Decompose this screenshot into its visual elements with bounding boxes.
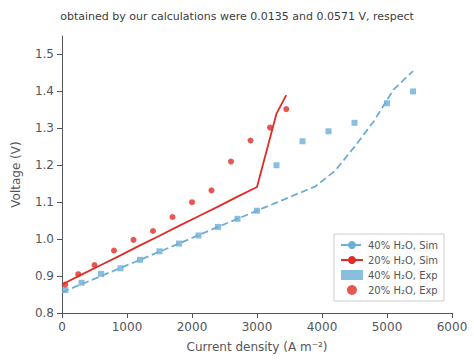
svg-text:1000: 1000 [112, 320, 143, 334]
svg-text:1.1: 1.1 [35, 195, 54, 209]
svg-text:0.9: 0.9 [35, 269, 54, 283]
svg-text:6000: 6000 [437, 320, 468, 334]
svg-text:Current density (A m⁻²): Current density (A m⁻²) [187, 340, 328, 354]
svg-text:2000: 2000 [177, 320, 208, 334]
svg-text:3000: 3000 [242, 320, 273, 334]
svg-text:5000: 5000 [372, 320, 403, 334]
svg-text:Voltage (V): Voltage (V) [9, 141, 23, 207]
svg-text:1.4: 1.4 [35, 84, 54, 98]
svg-text:1.0: 1.0 [35, 232, 54, 246]
svg-text:1.2: 1.2 [35, 158, 54, 172]
svg-text:1.3: 1.3 [35, 121, 54, 135]
svg-text:20% H₂O, Exp: 20% H₂O, Exp [368, 285, 438, 296]
svg-text:0.8: 0.8 [35, 306, 54, 320]
svg-text:40% H₂O, Sim: 40% H₂O, Sim [368, 240, 438, 251]
svg-text:0: 0 [58, 320, 66, 334]
svg-text:1.5: 1.5 [35, 47, 54, 61]
svg-text:20% H₂O, Sim: 20% H₂O, Sim [368, 255, 438, 266]
svg-text:40% H₂O, Exp: 40% H₂O, Exp [368, 270, 438, 281]
svg-text:4000: 4000 [307, 320, 338, 334]
svg-text:obtained by our calculations w: obtained by our calculations were 0.0135… [60, 10, 414, 23]
